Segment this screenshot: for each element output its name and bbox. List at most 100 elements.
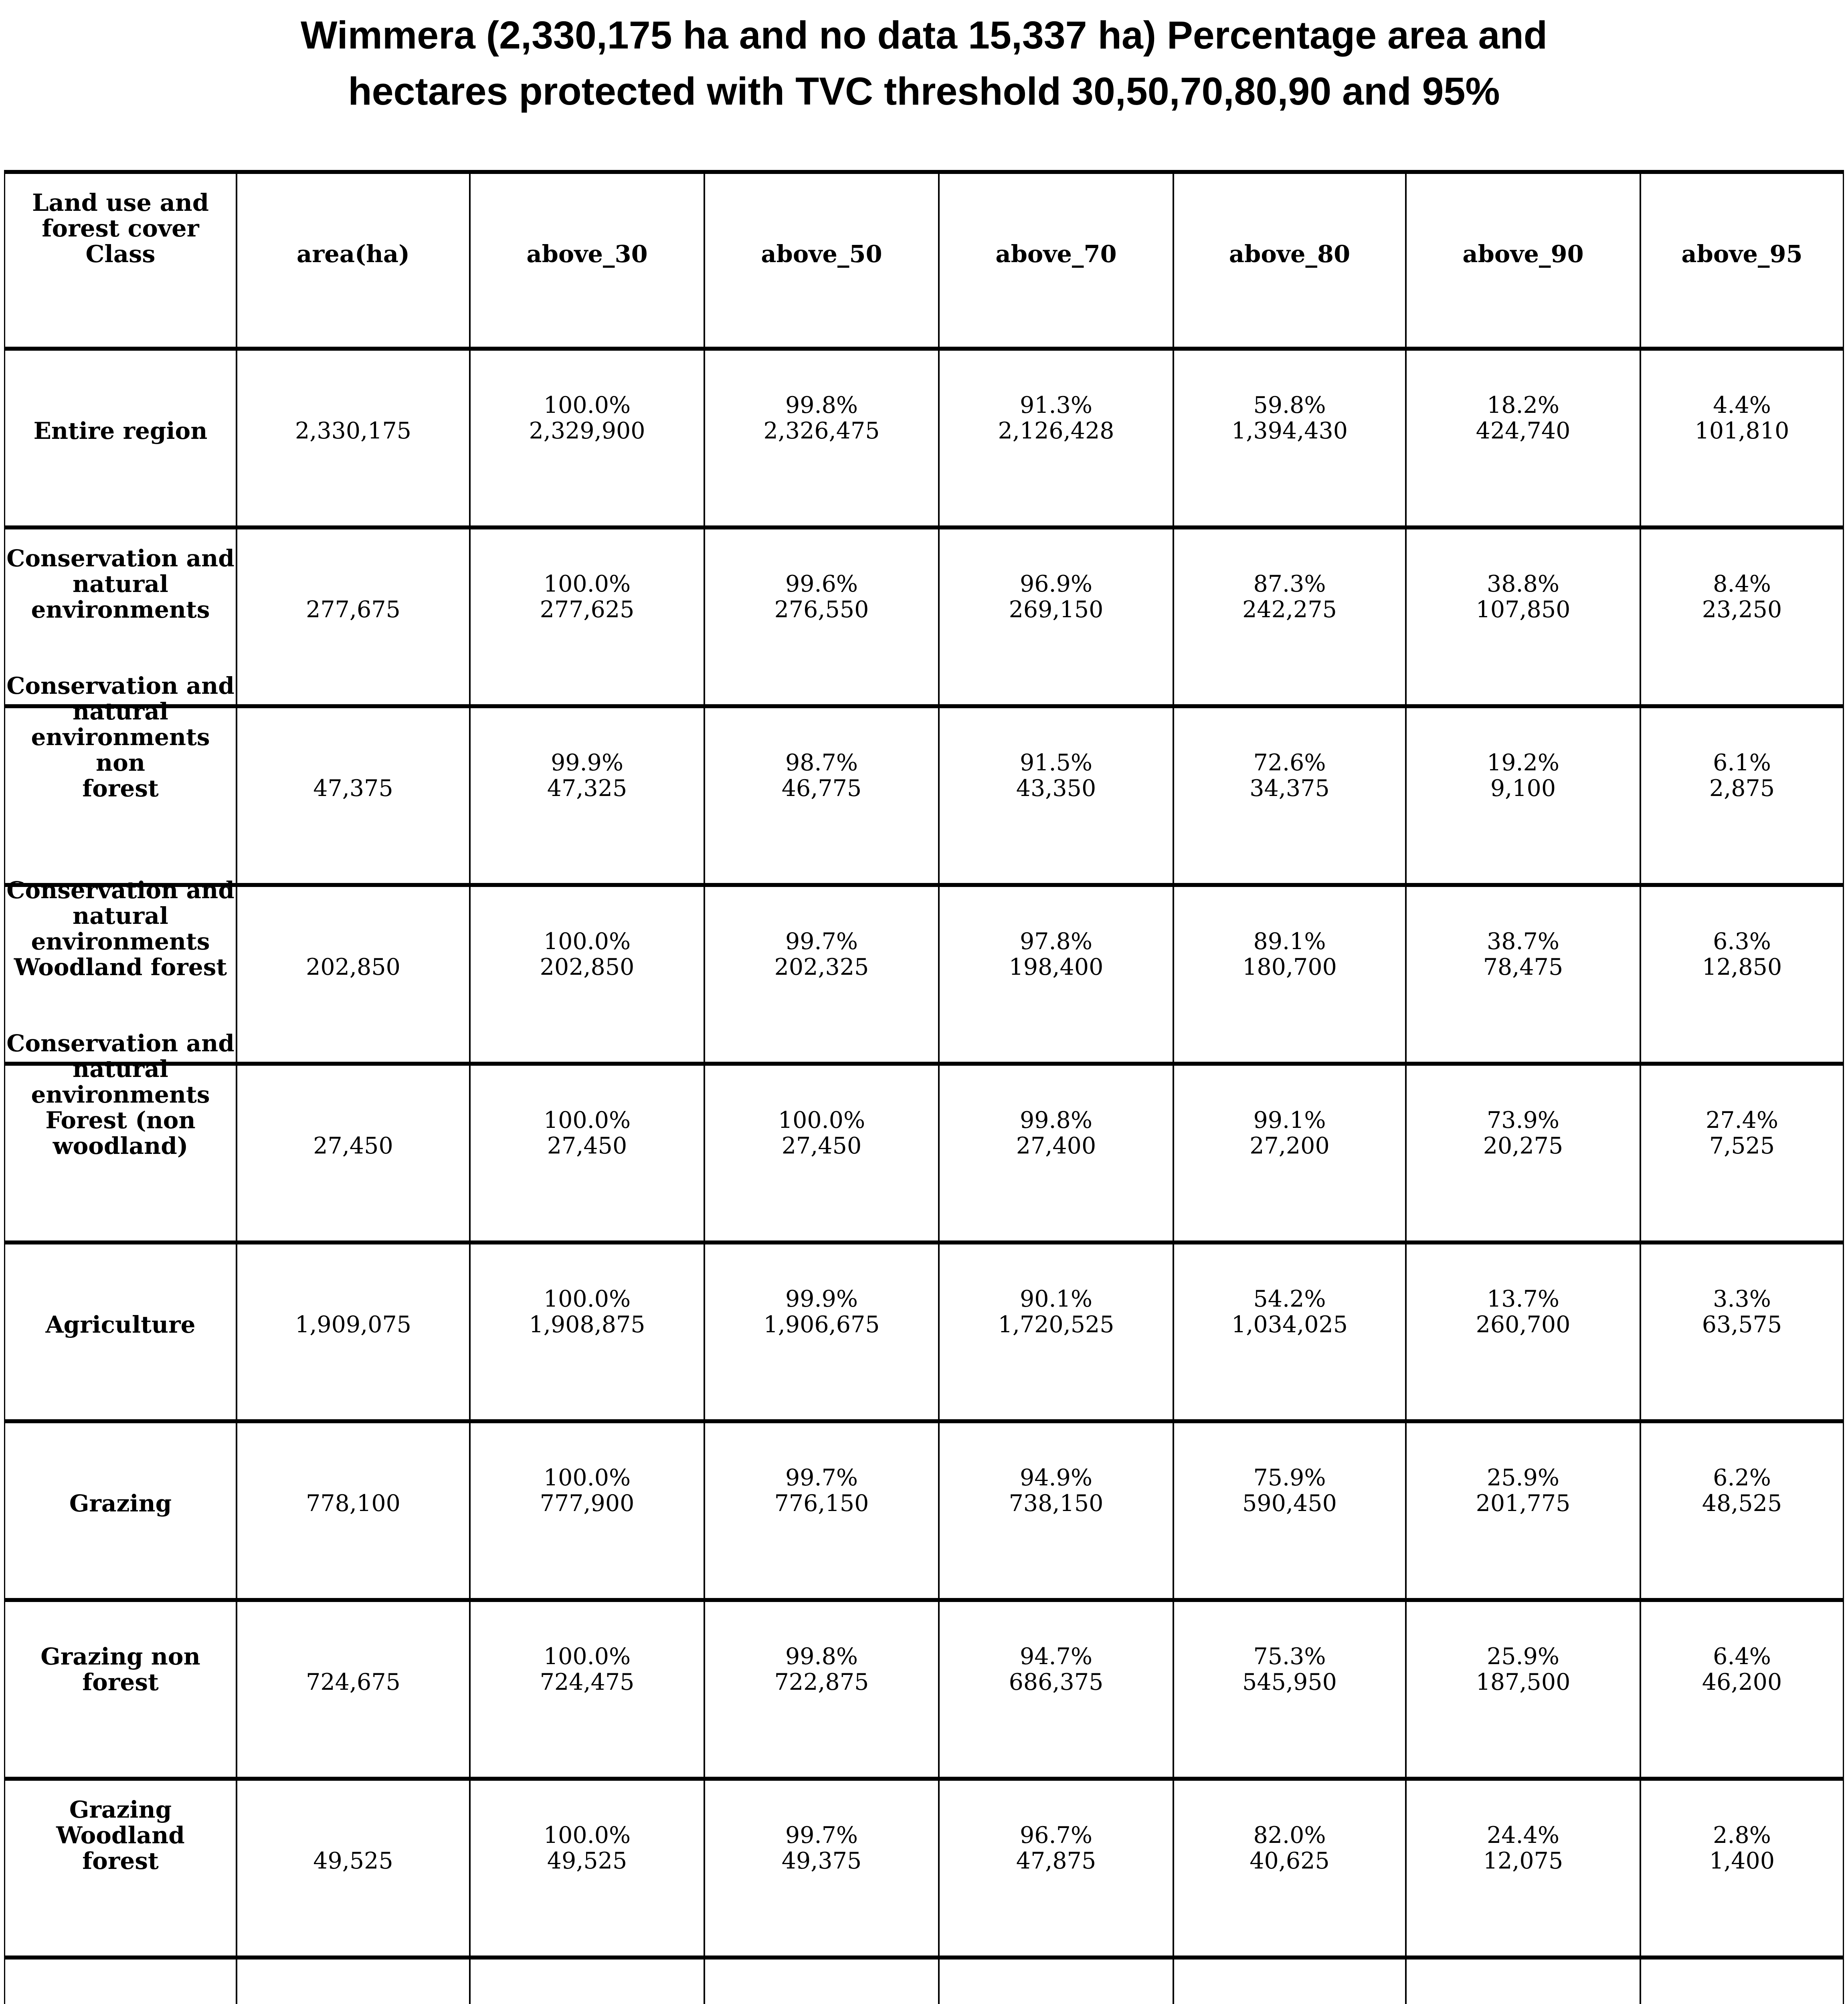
threshold-values: 89.1% 180,700 [1175, 929, 1404, 980]
page-title: Wimmera (2,330,175 ha and no data 15,337… [301, 13, 1547, 113]
threshold-cell: 1.3%14,950 [1640, 1960, 1843, 2004]
threshold-cell: 100.0% 27,450 [469, 1066, 704, 1240]
row-label-cell: Grazing Woodland forest [5, 1781, 236, 1956]
row-label: Conservation and natural environments [6, 545, 235, 623]
threshold-values: 59.8% 1,394,430 [1175, 392, 1404, 444]
percent-value: 97.8% [1019, 928, 1093, 955]
row-label: Grazing [69, 1490, 172, 1517]
threshold-values: 82.0% 40,625 [1175, 1822, 1404, 1874]
hectares-value: 198,400 [1009, 954, 1104, 980]
table-row-7: Grazing non forest 724,675 100.0% 724,475 99… [5, 1598, 1843, 1777]
header-label: area(ha) [296, 240, 410, 268]
threshold-values: 100.0% 27,450 [706, 1107, 937, 1159]
percent-value: 100.0% [706, 2001, 937, 2004]
threshold-values: 100.0% 724,475 [471, 1644, 703, 1695]
hectares-value: 738,150 [1009, 1490, 1104, 1517]
threshold-cell: 100.0% 2,329,900 [469, 351, 704, 525]
header-cell-5: above_80 [1173, 174, 1405, 347]
row-label-cell: Grazing [5, 1423, 236, 1598]
threshold-cell: 99.7% 202,325 [704, 887, 938, 1062]
threshold-cell: 72.6% 34,375 [1173, 708, 1405, 883]
table-row-0: Entire region 2,330,175 100.0% 2,329,900 99.… [5, 347, 1843, 525]
threshold-values: 3.3% 63,575 [1642, 1286, 1842, 1337]
percent-value: 94.7% [1019, 1643, 1093, 1670]
threshold-cell: 82.0% 40,625 [1173, 1781, 1405, 1956]
threshold-values: 100.0% 277,625 [471, 571, 703, 622]
hectares-value: 260,700 [1476, 1311, 1571, 1338]
threshold-cell: 38.7% 78,475 [1405, 887, 1640, 1062]
row-label: Conservation and natural environments Wo… [6, 877, 235, 981]
hectares-value: 1,400 [1709, 1848, 1775, 1874]
threshold-values: 96.7% 47,875 [940, 1822, 1172, 1874]
hectares-value: 27,450 [781, 1133, 862, 1159]
percent-value: 4.4% [1713, 392, 1771, 418]
threshold-cell: 99.8% 722,875 [704, 1602, 938, 1777]
percent-value: 99.8% [785, 1643, 858, 1670]
threshold-cell: 87.3% 242,275 [1173, 529, 1405, 704]
area-cell: 47,375 [236, 708, 469, 883]
table-row-3: Conservation and natural environments Wo… [5, 877, 1843, 1062]
threshold-values: 99.7% 49,375 [706, 1822, 937, 1874]
hectares-value: 269,150 [1009, 596, 1104, 623]
threshold-cell: 98.7% 46,775 [704, 708, 938, 883]
threshold-values: 38.7% 78,475 [1407, 929, 1639, 980]
percent-value: 82.0% [1253, 1822, 1326, 1848]
header-cell-1: area(ha) [236, 174, 469, 347]
threshold-values: 39.1%439,900 [1175, 2001, 1404, 2004]
row-label-cell: Cropping [5, 1960, 236, 2004]
threshold-cell: 75.3% 545,950 [1173, 1602, 1405, 1777]
area-cell: 2,330,175 [236, 351, 469, 525]
hectares-value: 78,475 [1483, 954, 1563, 980]
table-header-row: Land use and forest cover Class area(ha) a… [5, 170, 1843, 347]
header-label: above_95 [1681, 240, 1803, 268]
area-cell: 778,100 [236, 1423, 469, 1598]
area-value: 724,675 [306, 1669, 400, 1695]
percent-value: 6.2% [1713, 1465, 1771, 1491]
area-cell: 49,525 [236, 1781, 469, 1956]
threshold-values: 73.9% 20,275 [1407, 1107, 1639, 1159]
threshold-values: 99.1% 27,200 [1175, 1107, 1404, 1159]
threshold-values: 75.9% 590,450 [1175, 1465, 1404, 1516]
hectares-value: 7,525 [1709, 1133, 1775, 1159]
threshold-cell: 91.5% 43,350 [938, 708, 1173, 883]
table-row-6: Grazing 778,100 100.0% 777,900 99.7% 776,150 9… [5, 1419, 1843, 1598]
threshold-values: 6.4% 46,200 [1642, 1644, 1842, 1695]
percent-value: 99.7% [785, 928, 858, 955]
threshold-values: 18.2% 424,740 [1407, 392, 1639, 444]
header-cell-6: above_90 [1405, 174, 1640, 347]
header-cell-2: above_30 [469, 174, 704, 347]
percent-value: 100.0% [543, 1107, 631, 1133]
threshold-values: 98.7% 46,775 [706, 750, 937, 801]
percent-value: 94.9% [1019, 1465, 1093, 1491]
percent-value: 38.8% [1486, 571, 1560, 597]
threshold-cell: 89.1% 180,700 [1173, 887, 1405, 1062]
hectares-value: 49,375 [781, 1848, 862, 1874]
hectares-value: 1,034,025 [1231, 1311, 1348, 1338]
hectares-value: 201,775 [1476, 1490, 1571, 1517]
row-label-cell: Conservation and natural environments Fo… [5, 1030, 236, 1240]
threshold-values: 100.0% 202,850 [471, 929, 703, 980]
percent-value: 91.3% [1019, 392, 1093, 418]
row-label-cell: Grazing non forest [5, 1602, 236, 1777]
hectares-value: 12,850 [1702, 954, 1782, 980]
hectares-value: 242,275 [1242, 596, 1337, 623]
hectares-value: 1,908,875 [529, 1311, 645, 1338]
hectares-value: 27,200 [1250, 1133, 1330, 1159]
threshold-values: 99.7% 776,150 [706, 1465, 937, 1516]
threshold-values: 4.4% 101,810 [1642, 392, 1842, 444]
threshold-cell: 100.0% 777,900 [469, 1423, 704, 1598]
percent-value: 89.1% [1253, 928, 1326, 955]
threshold-values: 99.9% 1,906,675 [706, 1286, 937, 1337]
row-label: Grazing Woodland forest [56, 1796, 185, 1875]
hectares-value: 63,575 [1702, 1311, 1782, 1338]
row-label: Agriculture [45, 1311, 196, 1338]
header-cell-4: above_70 [938, 174, 1173, 347]
header-cell-3: above_50 [704, 174, 938, 347]
threshold-cell: 97.8% 198,400 [938, 887, 1173, 1062]
percent-value: 54.2% [1253, 1286, 1326, 1312]
header-label: above_70 [995, 240, 1117, 268]
percent-value: 99.7% [785, 1465, 858, 1491]
threshold-cell: 4.4% 101,810 [1640, 351, 1843, 525]
hectares-value: 1,720,525 [998, 1311, 1114, 1338]
threshold-values: 19.2% 9,100 [1407, 750, 1639, 801]
